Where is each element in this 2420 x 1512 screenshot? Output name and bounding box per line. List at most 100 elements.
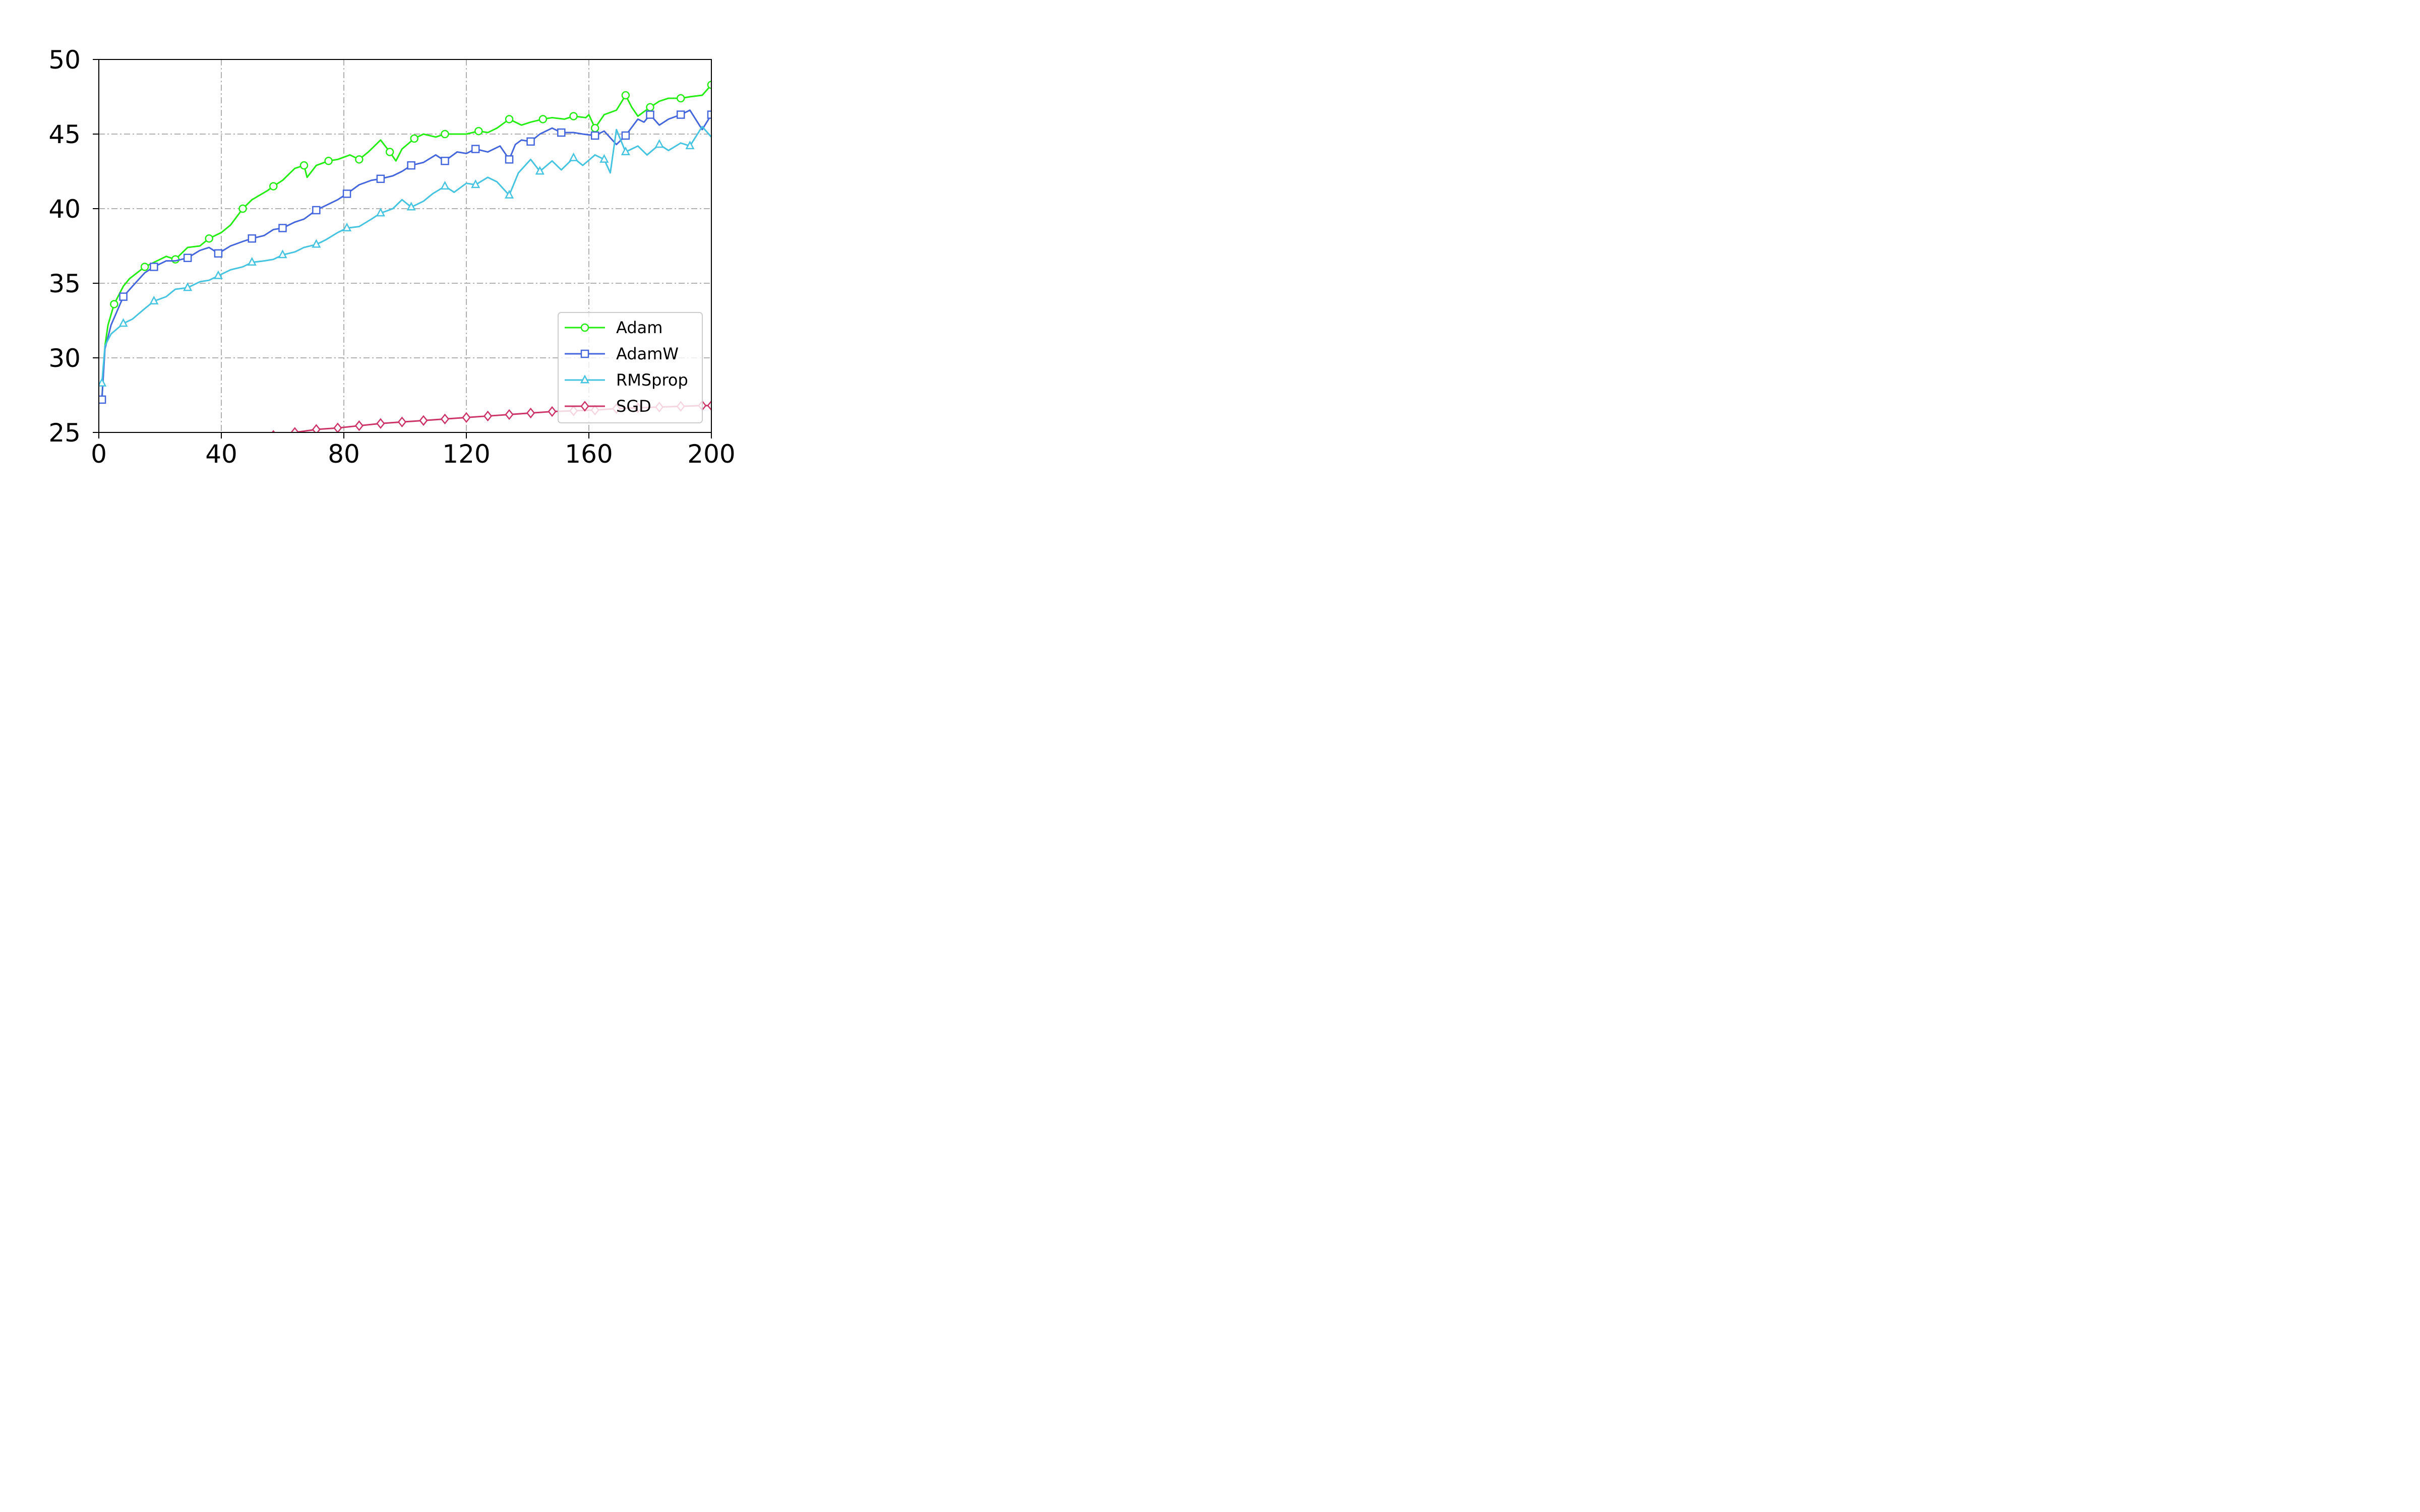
data-point-rmsprop xyxy=(278,249,287,259)
data-point-rmsprop xyxy=(654,139,664,148)
legend-marker xyxy=(580,374,590,384)
data-point-adam xyxy=(441,130,449,139)
data-point-sgd xyxy=(483,410,493,422)
data-point-adam xyxy=(505,115,514,123)
data-point-rmsprop xyxy=(149,295,159,305)
y-tick-label: 40 xyxy=(48,195,81,224)
data-point-sgd xyxy=(354,420,364,431)
data-point-adam xyxy=(538,115,548,123)
x-tick-label: 40 xyxy=(205,439,237,469)
line-chart: 0 40 80 120 160 200 25 30 35 40 45 50 Adam AdamW RMSp… xyxy=(48,45,735,469)
data-point-adam xyxy=(385,148,394,156)
data-point-adamw xyxy=(590,131,599,140)
y-tick-label: 35 xyxy=(48,269,81,298)
data-point-adam xyxy=(299,161,309,170)
data-point-adamw xyxy=(526,137,535,146)
legend-label: Adam xyxy=(616,318,662,337)
data-point-adamw xyxy=(119,292,128,301)
data-point-sgd xyxy=(440,413,450,425)
legend-label: AdamW xyxy=(616,344,679,363)
data-point-adamw xyxy=(471,145,480,153)
data-point-sgd xyxy=(376,418,385,429)
x-tick-label: 160 xyxy=(565,439,613,469)
axis-ticks: 0 40 80 120 160 200 25 30 35 40 45 50 xyxy=(48,45,735,469)
legend-label: SGD xyxy=(616,397,651,416)
data-point-rmsprop xyxy=(342,222,352,231)
data-point-sgd xyxy=(707,400,711,411)
data-point-rmsprop xyxy=(247,257,257,266)
legend-item-sgd: SGD xyxy=(565,397,651,416)
data-point-adamw xyxy=(677,110,685,119)
legend-label: RMSprop xyxy=(616,370,688,390)
series-adamw xyxy=(99,109,711,404)
data-point-adamw xyxy=(150,263,158,271)
data-point-adam xyxy=(355,155,364,164)
data-point-adam xyxy=(269,182,278,191)
data-point-rmsprop xyxy=(406,202,416,211)
data-point-rmsprop xyxy=(213,270,223,279)
data-point-rmsprop xyxy=(471,179,480,188)
data-point-sgd xyxy=(397,416,407,428)
data-point-sgd xyxy=(290,427,299,432)
data-point-adamw xyxy=(621,131,630,140)
legend: Adam AdamW RMSprop SGD xyxy=(558,312,703,423)
data-point-adam xyxy=(110,300,118,308)
data-point-rmsprop xyxy=(118,318,128,327)
y-tick-label: 30 xyxy=(48,344,81,373)
data-point-adam xyxy=(621,91,630,100)
data-point-rmsprop xyxy=(99,377,107,387)
data-point-adamw xyxy=(505,155,514,164)
data-point-adam xyxy=(677,94,685,103)
data-point-adam xyxy=(474,127,483,136)
data-point-adam xyxy=(590,123,599,133)
data-point-rmsprop xyxy=(440,180,450,190)
data-point-adamw xyxy=(707,110,711,119)
data-point-adamw xyxy=(278,224,287,232)
data-point-rmsprop xyxy=(504,190,514,199)
data-point-rmsprop xyxy=(685,140,695,150)
data-point-rmsprop xyxy=(621,146,630,156)
data-point-adam xyxy=(205,234,213,243)
grid-lines xyxy=(99,59,711,432)
legend-item-rmsprop: RMSprop xyxy=(565,370,688,390)
data-point-adamw xyxy=(646,110,654,119)
data-point-rmsprop xyxy=(569,152,578,161)
data-point-adamw xyxy=(407,161,415,170)
data-point-adamw xyxy=(183,254,192,262)
data-point-rmsprop xyxy=(312,239,321,248)
legend-marker xyxy=(580,401,589,412)
data-point-adamw xyxy=(342,190,351,198)
y-tick-label: 45 xyxy=(48,120,81,149)
data-point-adam xyxy=(707,81,711,89)
data-point-adamw xyxy=(312,206,321,215)
data-point-sgd xyxy=(548,406,557,417)
x-tick-label: 120 xyxy=(442,439,490,469)
x-tick-label: 200 xyxy=(687,439,735,469)
legend-marker xyxy=(580,323,589,332)
data-point-rmsprop xyxy=(535,166,544,175)
legend-marker xyxy=(580,349,589,358)
data-point-sgd xyxy=(462,412,471,423)
data-point-adamw xyxy=(376,174,385,183)
data-point-rmsprop xyxy=(183,282,193,291)
data-point-sgd xyxy=(526,407,535,419)
plot-frame xyxy=(98,59,712,433)
data-point-rmsprop xyxy=(376,208,385,217)
series-line-adam xyxy=(101,84,711,400)
data-point-adam xyxy=(410,134,418,143)
series-adam xyxy=(99,81,711,404)
data-point-adamw xyxy=(557,128,566,137)
legend-box xyxy=(558,312,703,423)
y-tick-label: 50 xyxy=(48,45,81,75)
series-rmsprop xyxy=(99,125,711,387)
data-point-adam xyxy=(324,157,333,165)
x-tick-label: 0 xyxy=(91,439,107,469)
data-point-adamw xyxy=(441,157,449,165)
data-point-adam xyxy=(569,112,578,120)
data-point-adam xyxy=(238,204,247,213)
x-tick-label: 80 xyxy=(328,439,360,469)
data-point-rmsprop xyxy=(599,154,609,163)
data-point-adam xyxy=(140,263,149,271)
data-point-adamw xyxy=(248,234,256,243)
data-point-sgd xyxy=(312,424,321,432)
